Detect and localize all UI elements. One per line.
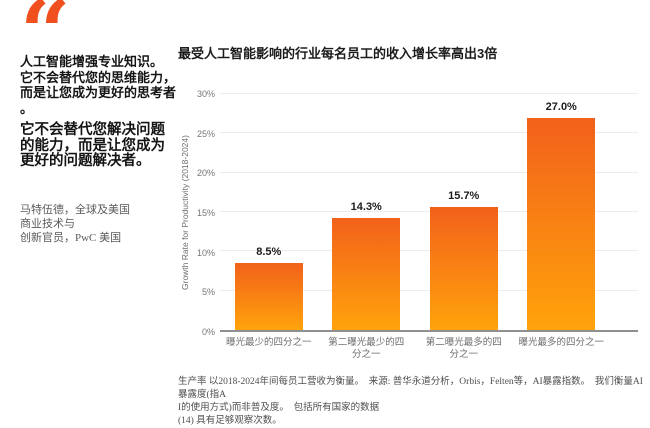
x-axis-category-label: 曝光最多的四分之一 (518, 337, 604, 348)
x-axis-category-labels: 曝光最少的四分之一 第二曝光最少的四 分之一 第二曝光最多的四 分之一 曝光最多的四分… (220, 337, 638, 361)
gridline (220, 132, 638, 134)
plot-area: 8.5% 14.3% 15.7% 27.0% (220, 93, 638, 332)
bar-value-label: 27.0% (545, 100, 577, 113)
y-axis-ticks: 0% 5% 10% 15% 20% 25% 30% (192, 89, 220, 337)
bar-value-label: 14.3% (350, 200, 382, 213)
y-tick-label: 15% (196, 208, 215, 218)
y-tick-label: 0% (201, 327, 215, 337)
y-tick-label: 5% (201, 287, 215, 298)
footnote: 生产率 以2018-2024年间每员工营收为衡量。 来源: 普华永道分析，Orb… (178, 377, 643, 426)
y-axis-label: Growth Rate for Productivity (2018-2024) (180, 135, 190, 291)
chart-title: 最受人工智能影响的行业每名员工的收入增长率高出3倍 (178, 46, 498, 61)
bar-column: 27.0% (513, 94, 611, 330)
gridline (220, 211, 638, 212)
y-tick-label: 30% (196, 89, 215, 99)
bar (429, 206, 498, 330)
bar (234, 263, 303, 330)
bar-column: 15.7% (415, 94, 513, 330)
gridline (220, 171, 638, 173)
gridline (220, 250, 638, 252)
bar-chart: Growth Rate for Productivity (2018-2024)… (178, 89, 644, 337)
bar-column: 14.3% (318, 94, 416, 330)
x-axis-category-label: 曝光最少的四分之一 (225, 337, 312, 348)
bars-row: 8.5% 14.3% 15.7% 27.0% (220, 94, 638, 330)
bar-column: 8.5% (220, 94, 318, 330)
chart-section: 最受人工智能影响的行业每名员工的收入增长率高出3倍 Growth Rate fo… (178, 46, 644, 428)
quote-sidebar: “ 人工智能增强专业知识。 它不会替代您的思维能力， 而是让您成为更好的思考者 … (20, 0, 177, 245)
y-tick-label: 25% (196, 128, 215, 139)
y-tick-label: 10% (196, 247, 215, 258)
bar (332, 217, 401, 330)
x-axis-category-label: 第二曝光最多的四 分之一 (425, 337, 502, 360)
gridline (220, 93, 638, 94)
gridline (220, 289, 638, 291)
open-quote-icon: “ (20, 0, 71, 84)
bar-value-label: 15.7% (448, 189, 480, 202)
quote-paragraph-1: 人工智能增强专业知识。 它不会替代您的思维能力， 而是让您成为更好的思考者 。 (20, 54, 177, 116)
quote-attribution: 马特伍德，全球及美国 商业技术与 创新官员，PwC 美国 (20, 203, 130, 244)
x-axis-category-label: 第二曝光最少的四 分之一 (328, 337, 405, 360)
bar (527, 117, 596, 330)
y-tick-label: 20% (196, 168, 215, 179)
bar-value-label: 8.5% (256, 246, 282, 259)
quote-paragraph-2: 它不会替代您解决问题 的能力，而是让您成为 更好的问题解决者。 (20, 122, 165, 169)
